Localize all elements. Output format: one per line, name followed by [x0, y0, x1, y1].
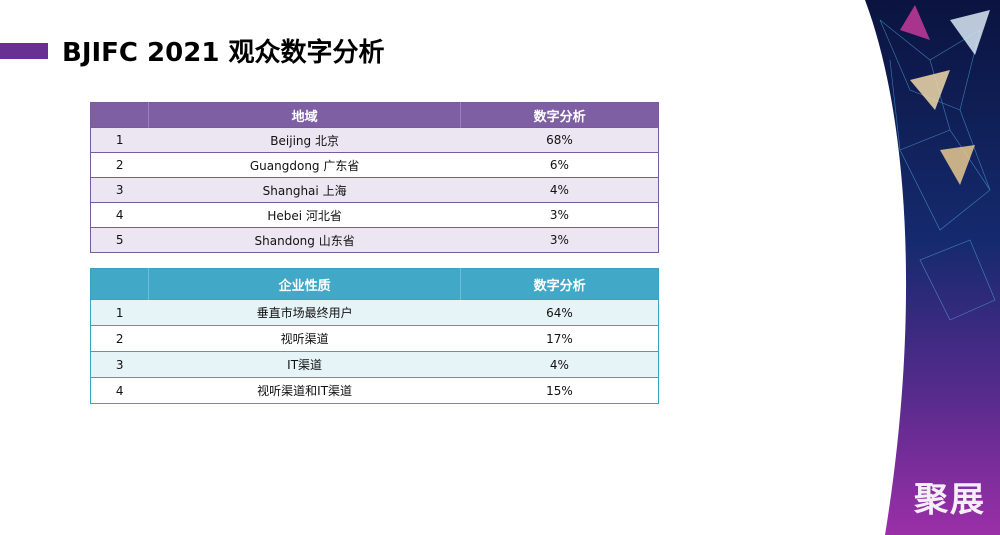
row-company-type: 视听渠道 — [280, 332, 329, 346]
table-row: 1 Beijing 北京 68% — [90, 127, 659, 153]
industry-table: 企业性质 数字分析 1 垂直市场最终用户 64% 2 视听渠道 17% 3 IT… — [90, 268, 659, 404]
row-rank: 4 — [115, 383, 124, 398]
decorative-background-art — [840, 0, 1000, 535]
header-region: 地域 — [147, 102, 461, 128]
table-header-row: 企业性质 数字分析 — [90, 268, 659, 300]
row-value: 4% — [549, 183, 569, 197]
brand-logo: 聚展 — [914, 480, 986, 520]
row-region: Beijing 北京 — [270, 133, 339, 148]
header-rank — [91, 103, 149, 128]
row-value: 6% — [549, 158, 569, 172]
row-rank: 4 — [115, 208, 124, 222]
row-value: 68% — [546, 133, 573, 147]
page-title: BJIFC 2021 观众数字分析 — [62, 38, 385, 68]
header-value: 数字分析 — [460, 268, 659, 300]
table-row: 2 视听渠道 17% — [90, 325, 659, 352]
row-value: 3% — [549, 208, 569, 222]
row-value: 4% — [549, 357, 569, 372]
row-rank: 1 — [115, 133, 124, 147]
table-row: 4 Hebei 河北省 3% — [90, 202, 659, 228]
row-rank: 2 — [115, 331, 124, 346]
row-region: Shandong 山东省 — [254, 233, 355, 248]
row-company-type: 视听渠道和IT渠道 — [257, 384, 353, 398]
row-company-type: IT渠道 — [287, 358, 323, 372]
table-row: 2 Guangdong 广东省 6% — [90, 152, 659, 178]
row-value: 15% — [546, 383, 573, 398]
header-company-type: 企业性质 — [147, 268, 461, 300]
row-value: 17% — [546, 331, 573, 346]
row-rank: 2 — [115, 158, 124, 172]
row-value: 64% — [546, 305, 573, 320]
row-rank: 3 — [115, 357, 124, 372]
region-table: 地域 数字分析 1 Beijing 北京 68% 2 Guangdong 广东省… — [90, 102, 659, 253]
table-row: 1 垂直市场最终用户 64% — [90, 299, 659, 326]
header-value: 数字分析 — [460, 102, 659, 128]
row-rank: 5 — [115, 233, 124, 247]
title-accent-bar — [0, 43, 48, 59]
table-row: 3 Shanghai 上海 4% — [90, 177, 659, 203]
row-company-type: 垂直市场最终用户 — [256, 306, 353, 320]
table-row: 4 视听渠道和IT渠道 15% — [90, 377, 659, 404]
row-value: 3% — [549, 233, 569, 247]
row-region: Shanghai 上海 — [262, 183, 347, 198]
header-rank — [91, 269, 149, 300]
row-region: Guangdong 广东省 — [249, 158, 360, 173]
table-row: 5 Shandong 山东省 3% — [90, 227, 659, 253]
row-rank: 1 — [115, 305, 124, 320]
table-row: 3 IT渠道 4% — [90, 351, 659, 378]
table-header-row: 地域 数字分析 — [90, 102, 659, 128]
row-rank: 3 — [115, 183, 124, 197]
row-region: Hebei 河北省 — [267, 208, 342, 223]
